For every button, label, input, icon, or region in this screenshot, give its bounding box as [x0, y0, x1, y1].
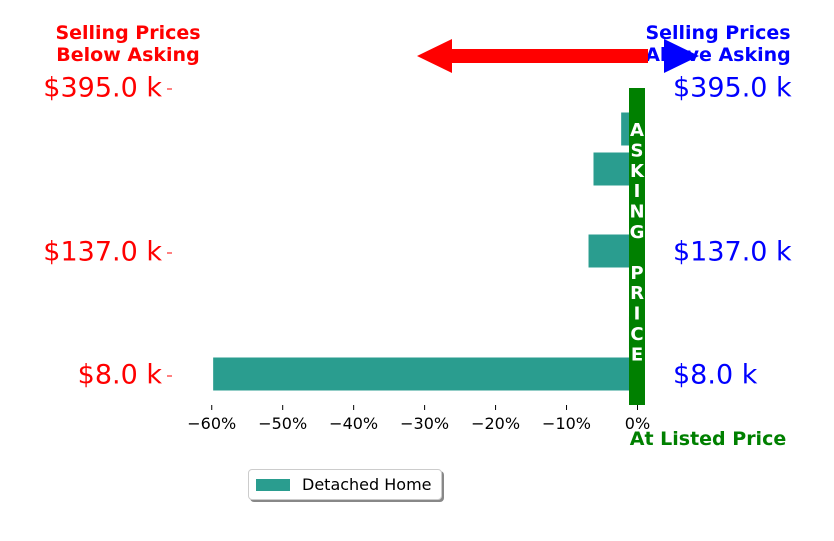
- asking-band-label: At Listed Price: [630, 428, 786, 450]
- asking-band-letter: K: [630, 161, 645, 182]
- asking-band-letter: A: [630, 120, 644, 141]
- y-axis-left: $395.0 k $137.0 k $8.0 k: [43, 73, 172, 391]
- y-tick-label-right: $395.0 k: [673, 73, 792, 104]
- asking-band-letter: S: [631, 140, 644, 161]
- asking-price-band: [629, 88, 645, 405]
- y-tick-label-left: $395.0 k: [43, 73, 162, 104]
- asking-band-letter: G: [630, 222, 645, 243]
- legend-label-detached-home: Detached Home: [302, 475, 432, 494]
- legend: Detached Home: [248, 469, 442, 500]
- y-tick-label-right: $137.0 k: [673, 237, 792, 268]
- asking-band-letter: E: [631, 344, 643, 365]
- y-axis-right: $395.0 k $137.0 k $8.0 k: [673, 73, 792, 391]
- arrow-above-head: [664, 39, 699, 73]
- x-tick-label: −60%: [187, 414, 236, 433]
- x-tick-label: −20%: [471, 414, 520, 433]
- x-tick-label: −10%: [542, 414, 591, 433]
- title-left-line: Selling Prices: [55, 22, 200, 44]
- asking-band-letter: R: [630, 283, 644, 304]
- arrows-group: [417, 39, 699, 73]
- arrow-below-shaft: [450, 49, 648, 63]
- y-tick-label-left: $137.0 k: [43, 237, 162, 268]
- arrow-below-head: [417, 39, 452, 73]
- x-tick-label: −50%: [258, 414, 307, 433]
- x-tick-label: 0%: [625, 414, 650, 433]
- x-tick-label: −40%: [329, 414, 378, 433]
- y-tick-label-left: $8.0 k: [78, 360, 163, 391]
- title-right-line: Selling Prices: [645, 22, 790, 44]
- legend-swatch-detached-home: [256, 479, 290, 491]
- x-tick-label: −30%: [400, 414, 449, 433]
- asking-band-letter: C: [630, 324, 643, 345]
- title-left-line: Below Asking: [56, 44, 199, 66]
- asking-band-letter: N: [629, 202, 644, 223]
- asking-band-letter: I: [634, 304, 641, 325]
- x-axis: −60% −50% −40% −30% −20% −10% 0%: [187, 405, 650, 433]
- bars-group: [213, 112, 638, 391]
- y-tick-label-right: $8.0 k: [673, 360, 758, 391]
- asking-band-letter: I: [634, 181, 641, 202]
- bar-detached-home: [213, 357, 638, 391]
- asking-band-letter: P: [630, 263, 643, 284]
